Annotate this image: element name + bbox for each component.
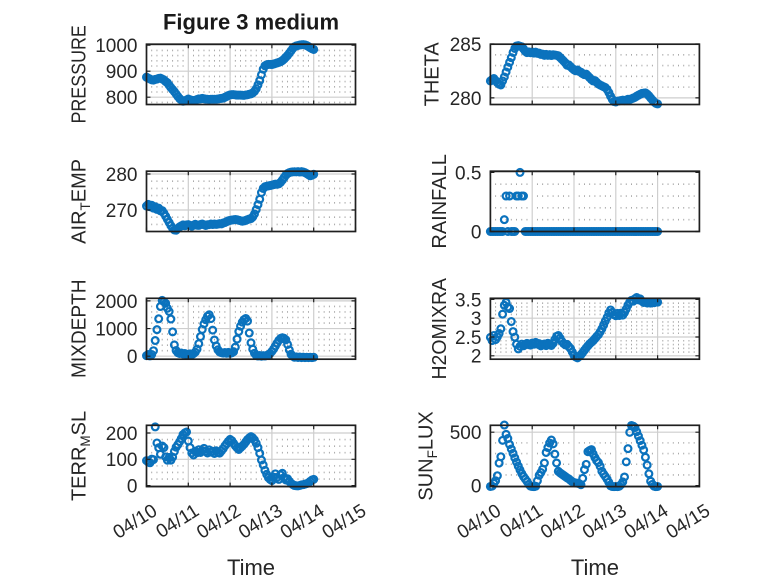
svg-text:2000: 2000 bbox=[95, 292, 137, 313]
svg-text:800: 800 bbox=[106, 88, 138, 109]
svg-text:280: 280 bbox=[450, 89, 482, 110]
svg-text:900: 900 bbox=[106, 62, 138, 83]
svg-text:RAINFALL: RAINFALL bbox=[429, 154, 451, 248]
svg-text:270: 270 bbox=[106, 201, 138, 222]
svg-text:285: 285 bbox=[450, 35, 482, 56]
svg-text:PRESSURE: PRESSURE bbox=[68, 25, 90, 123]
svg-text:0: 0 bbox=[471, 222, 482, 243]
svg-text:0: 0 bbox=[127, 347, 138, 368]
svg-text:500: 500 bbox=[450, 423, 482, 444]
svg-text:Time: Time bbox=[571, 555, 619, 580]
svg-text:H2OMIXRA: H2OMIXRA bbox=[429, 277, 451, 379]
svg-text:3.5: 3.5 bbox=[455, 290, 481, 311]
svg-text:0: 0 bbox=[471, 477, 482, 498]
svg-text:1000: 1000 bbox=[95, 36, 137, 57]
svg-text:THETA: THETA bbox=[422, 42, 444, 107]
svg-text:1000: 1000 bbox=[95, 319, 137, 340]
svg-text:MIXDEPTH: MIXDEPTH bbox=[68, 279, 90, 378]
svg-text:0.5: 0.5 bbox=[455, 163, 481, 184]
svg-text:3: 3 bbox=[471, 309, 482, 330]
svg-text:TERRMSL: TERRMSL bbox=[68, 411, 93, 501]
svg-text:0: 0 bbox=[127, 477, 138, 498]
svg-text:SUNFLUX: SUNFLUX bbox=[416, 411, 441, 500]
svg-text:Time: Time bbox=[227, 555, 275, 580]
svg-text:2: 2 bbox=[471, 347, 482, 368]
svg-text:200: 200 bbox=[106, 424, 138, 445]
svg-text:280: 280 bbox=[106, 165, 138, 186]
svg-text:100: 100 bbox=[106, 450, 138, 471]
svg-text:AIRTEMP: AIRTEMP bbox=[68, 159, 93, 244]
svg-text:2.5: 2.5 bbox=[455, 328, 481, 349]
svg-text:Figure 3 medium: Figure 3 medium bbox=[163, 10, 339, 35]
